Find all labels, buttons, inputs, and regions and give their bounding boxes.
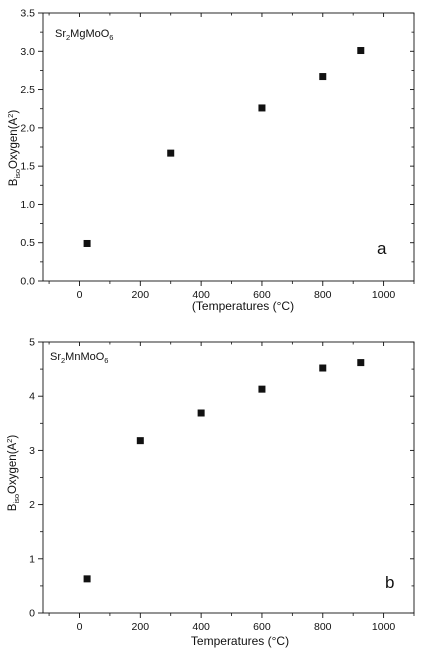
plot-frame xyxy=(42,341,415,614)
y-tick-label: 0 xyxy=(29,608,35,620)
compound-label: Sr2MnMoO6 xyxy=(50,351,108,365)
y-tick-label: 5 xyxy=(29,337,35,349)
x-tick-label: 600 xyxy=(253,621,271,633)
data-point xyxy=(258,104,266,112)
y-axis-title: BisoOxygen(A2) xyxy=(5,435,21,512)
x-tick-label: 400 xyxy=(192,289,210,301)
data-point xyxy=(83,239,91,247)
data-point xyxy=(83,575,91,583)
y-tick-label: 3.5 xyxy=(20,8,35,20)
x-axis-title: (Temperatures (°C) xyxy=(192,299,294,313)
panel-letter: a xyxy=(377,239,387,258)
data-point xyxy=(136,437,144,445)
x-tick-label: 800 xyxy=(314,289,332,301)
tick-marks xyxy=(38,341,415,618)
chart-panel-b: 0 200 400 600 800 1000 0 1 2 3 4 5 Sr2MnMoO6 b Tem… xyxy=(5,337,415,648)
y-tick-label: 2.5 xyxy=(20,84,35,96)
y-tick-label: 2.0 xyxy=(20,122,35,134)
y-tick-label: 1.0 xyxy=(20,199,35,211)
y-tick-label: 0.0 xyxy=(20,276,35,288)
data-point xyxy=(167,149,175,157)
x-tick-label: 800 xyxy=(314,621,332,633)
y-axis-title: BisoOxygen(A2) xyxy=(6,110,22,187)
data-points xyxy=(83,47,365,247)
x-tick-labels: 0 200 400 600 800 1000 xyxy=(77,621,396,633)
y-tick-labels: 0 1 2 3 4 5 xyxy=(29,337,35,620)
data-point xyxy=(258,385,266,393)
y-tick-label: 4 xyxy=(29,391,35,403)
data-point xyxy=(357,47,365,55)
y-tick-label: 3 xyxy=(29,445,35,457)
data-point xyxy=(197,409,205,417)
x-tick-label: 400 xyxy=(192,621,210,633)
tick-marks xyxy=(38,12,415,286)
x-axis-title: Temperatures (°C) xyxy=(191,634,289,648)
data-point xyxy=(357,359,365,367)
x-tick-label: 0 xyxy=(77,289,83,301)
panel-letter: b xyxy=(385,573,394,592)
x-tick-label: 200 xyxy=(132,621,150,633)
y-tick-label: 0.5 xyxy=(20,237,35,249)
y-tick-label: 1.5 xyxy=(20,161,35,173)
data-points xyxy=(83,359,365,583)
y-tick-label: 3.0 xyxy=(20,46,35,58)
y-tick-label: 1 xyxy=(29,553,35,565)
data-point xyxy=(319,73,327,81)
data-point xyxy=(319,364,327,372)
chart-panel-a: 0 200 400 600 800 1000 0.0 0.5 1.0 1.5 2.0 2.5 3.0 3… xyxy=(6,8,415,313)
x-tick-labels: 0 200 400 600 800 1000 xyxy=(77,289,396,301)
compound-label: Sr2MgMoO6 xyxy=(55,28,113,42)
y-tick-label: 2 xyxy=(29,499,35,511)
x-tick-label: 600 xyxy=(253,289,271,301)
x-tick-label: 0 xyxy=(77,621,83,633)
x-tick-label: 200 xyxy=(132,289,150,301)
x-tick-label: 1000 xyxy=(372,621,396,633)
x-tick-label: 1000 xyxy=(372,289,396,301)
y-tick-labels: 0.0 0.5 1.0 1.5 2.0 2.5 3.0 3.5 xyxy=(20,8,35,288)
